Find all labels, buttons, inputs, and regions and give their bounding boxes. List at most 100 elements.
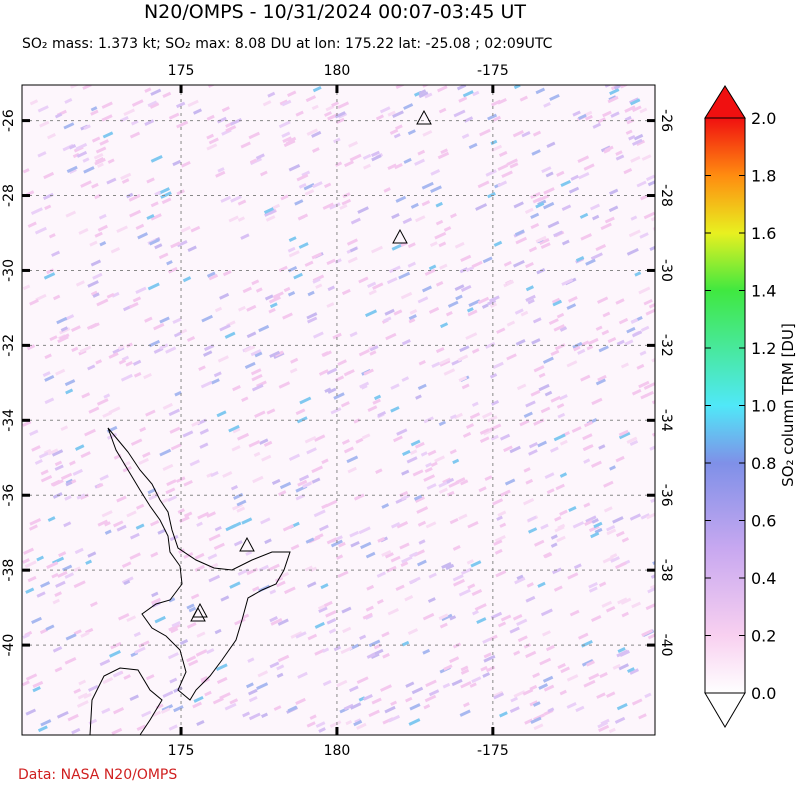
noise-pixel bbox=[612, 663, 621, 670]
noise-pixel bbox=[492, 115, 501, 122]
noise-pixel bbox=[537, 581, 546, 588]
noise-pixel bbox=[108, 406, 121, 415]
noise-pixel bbox=[305, 95, 317, 103]
noise-pixel bbox=[621, 611, 629, 618]
noise-pixel bbox=[620, 362, 629, 369]
noise-pixel bbox=[65, 480, 73, 487]
noise-pixel bbox=[349, 153, 362, 162]
noise-pixel bbox=[144, 87, 152, 93]
noise-pixel bbox=[179, 639, 189, 646]
noise-pixel bbox=[224, 702, 237, 711]
noise-pixel bbox=[528, 246, 538, 253]
noise-pixel bbox=[509, 162, 519, 169]
noise-pixel bbox=[594, 527, 603, 534]
noise-pixel bbox=[639, 350, 647, 356]
noise-pixel bbox=[376, 598, 384, 605]
noise-pixel bbox=[525, 650, 537, 659]
noise-pixel bbox=[90, 109, 99, 116]
noise-pixel bbox=[545, 644, 555, 652]
noise-pixel bbox=[556, 170, 565, 177]
noise-pixel bbox=[102, 131, 114, 139]
noise-pixel bbox=[269, 302, 278, 309]
noise-pixel bbox=[228, 215, 239, 223]
noise-pixel bbox=[609, 188, 619, 196]
lat-label-right: -32 bbox=[658, 334, 674, 357]
noise-pixel bbox=[248, 695, 258, 703]
noise-pixel bbox=[605, 605, 616, 613]
noise-pixel bbox=[52, 598, 60, 605]
noise-pixel bbox=[571, 426, 582, 433]
noise-pixel bbox=[246, 304, 257, 312]
noise-pixel bbox=[581, 659, 594, 667]
noise-pixel bbox=[199, 442, 209, 449]
noise-pixel bbox=[608, 205, 619, 213]
noise-pixel bbox=[187, 245, 197, 253]
noise-pixel bbox=[208, 562, 219, 570]
noise-pixel bbox=[466, 307, 474, 313]
noise-pixel bbox=[407, 242, 416, 249]
noise-pixel bbox=[554, 525, 565, 533]
noise-pixel bbox=[603, 480, 614, 488]
noise-pixel bbox=[407, 628, 419, 636]
coastline bbox=[107, 427, 291, 701]
noise-pixel bbox=[233, 540, 243, 547]
noise-pixel bbox=[252, 586, 260, 592]
lat-label-left: -26 bbox=[1, 109, 17, 132]
noise-pixel bbox=[220, 595, 230, 602]
coastline bbox=[89, 667, 163, 736]
noise-pixel bbox=[598, 724, 610, 733]
noise-pixel bbox=[401, 339, 411, 346]
noise-pixel bbox=[255, 287, 263, 293]
noise-pixel bbox=[647, 586, 655, 594]
noise-pixel bbox=[552, 567, 562, 575]
noise-pixel bbox=[471, 676, 482, 684]
noise-pixel bbox=[500, 433, 511, 441]
noise-pixel bbox=[535, 87, 546, 95]
noise-pixel bbox=[230, 521, 242, 529]
noise-pixel bbox=[532, 130, 542, 137]
noise-pixel bbox=[283, 286, 291, 293]
noise-pixel bbox=[577, 113, 587, 121]
noise-pixel bbox=[553, 324, 566, 332]
noise-pixel bbox=[74, 547, 84, 555]
noise-pixel bbox=[624, 115, 632, 122]
noise-pixel bbox=[491, 99, 502, 107]
noise-pixel bbox=[393, 133, 401, 139]
noise-pixel bbox=[198, 365, 206, 372]
noise-pixel bbox=[326, 537, 338, 545]
noise-pixel bbox=[529, 700, 538, 707]
noise-pixel bbox=[183, 511, 193, 518]
noise-pixel bbox=[452, 545, 461, 551]
noise-pixel bbox=[72, 468, 83, 476]
noise-pixel bbox=[93, 152, 104, 160]
noise-pixel bbox=[538, 683, 549, 690]
noise-pixel bbox=[458, 96, 468, 103]
noise-pixel bbox=[616, 702, 628, 711]
title: N20/OMPS - 10/31/2024 00:07-03:45 UT bbox=[144, 1, 526, 23]
noise-pixel bbox=[56, 710, 69, 719]
noise-pixel bbox=[152, 710, 162, 718]
noise-pixel bbox=[633, 133, 644, 141]
noise-pixel bbox=[588, 586, 598, 593]
noise-pixel bbox=[97, 162, 104, 168]
noise-pixel bbox=[459, 345, 470, 353]
lat-label-left: -28 bbox=[1, 184, 17, 207]
noise-pixel bbox=[101, 707, 111, 715]
noise-pixel bbox=[126, 510, 137, 518]
noise-pixel bbox=[458, 513, 468, 521]
noise-pixel bbox=[246, 331, 257, 339]
noise-pixel bbox=[516, 574, 524, 581]
noise-pixel bbox=[217, 167, 225, 173]
noise-pixel bbox=[538, 372, 546, 379]
noise-pixel bbox=[439, 322, 449, 329]
noise-pixel bbox=[420, 451, 428, 457]
noise-pixel bbox=[186, 603, 195, 610]
noise-pixel bbox=[647, 632, 655, 640]
noise-pixel bbox=[417, 383, 427, 391]
noise-pixel bbox=[324, 387, 332, 393]
noise-pixel bbox=[165, 346, 177, 354]
noise-pixel bbox=[425, 679, 437, 688]
noise-pixel bbox=[435, 201, 443, 208]
noise-pixel bbox=[337, 359, 347, 366]
noise-pixel bbox=[149, 238, 160, 246]
